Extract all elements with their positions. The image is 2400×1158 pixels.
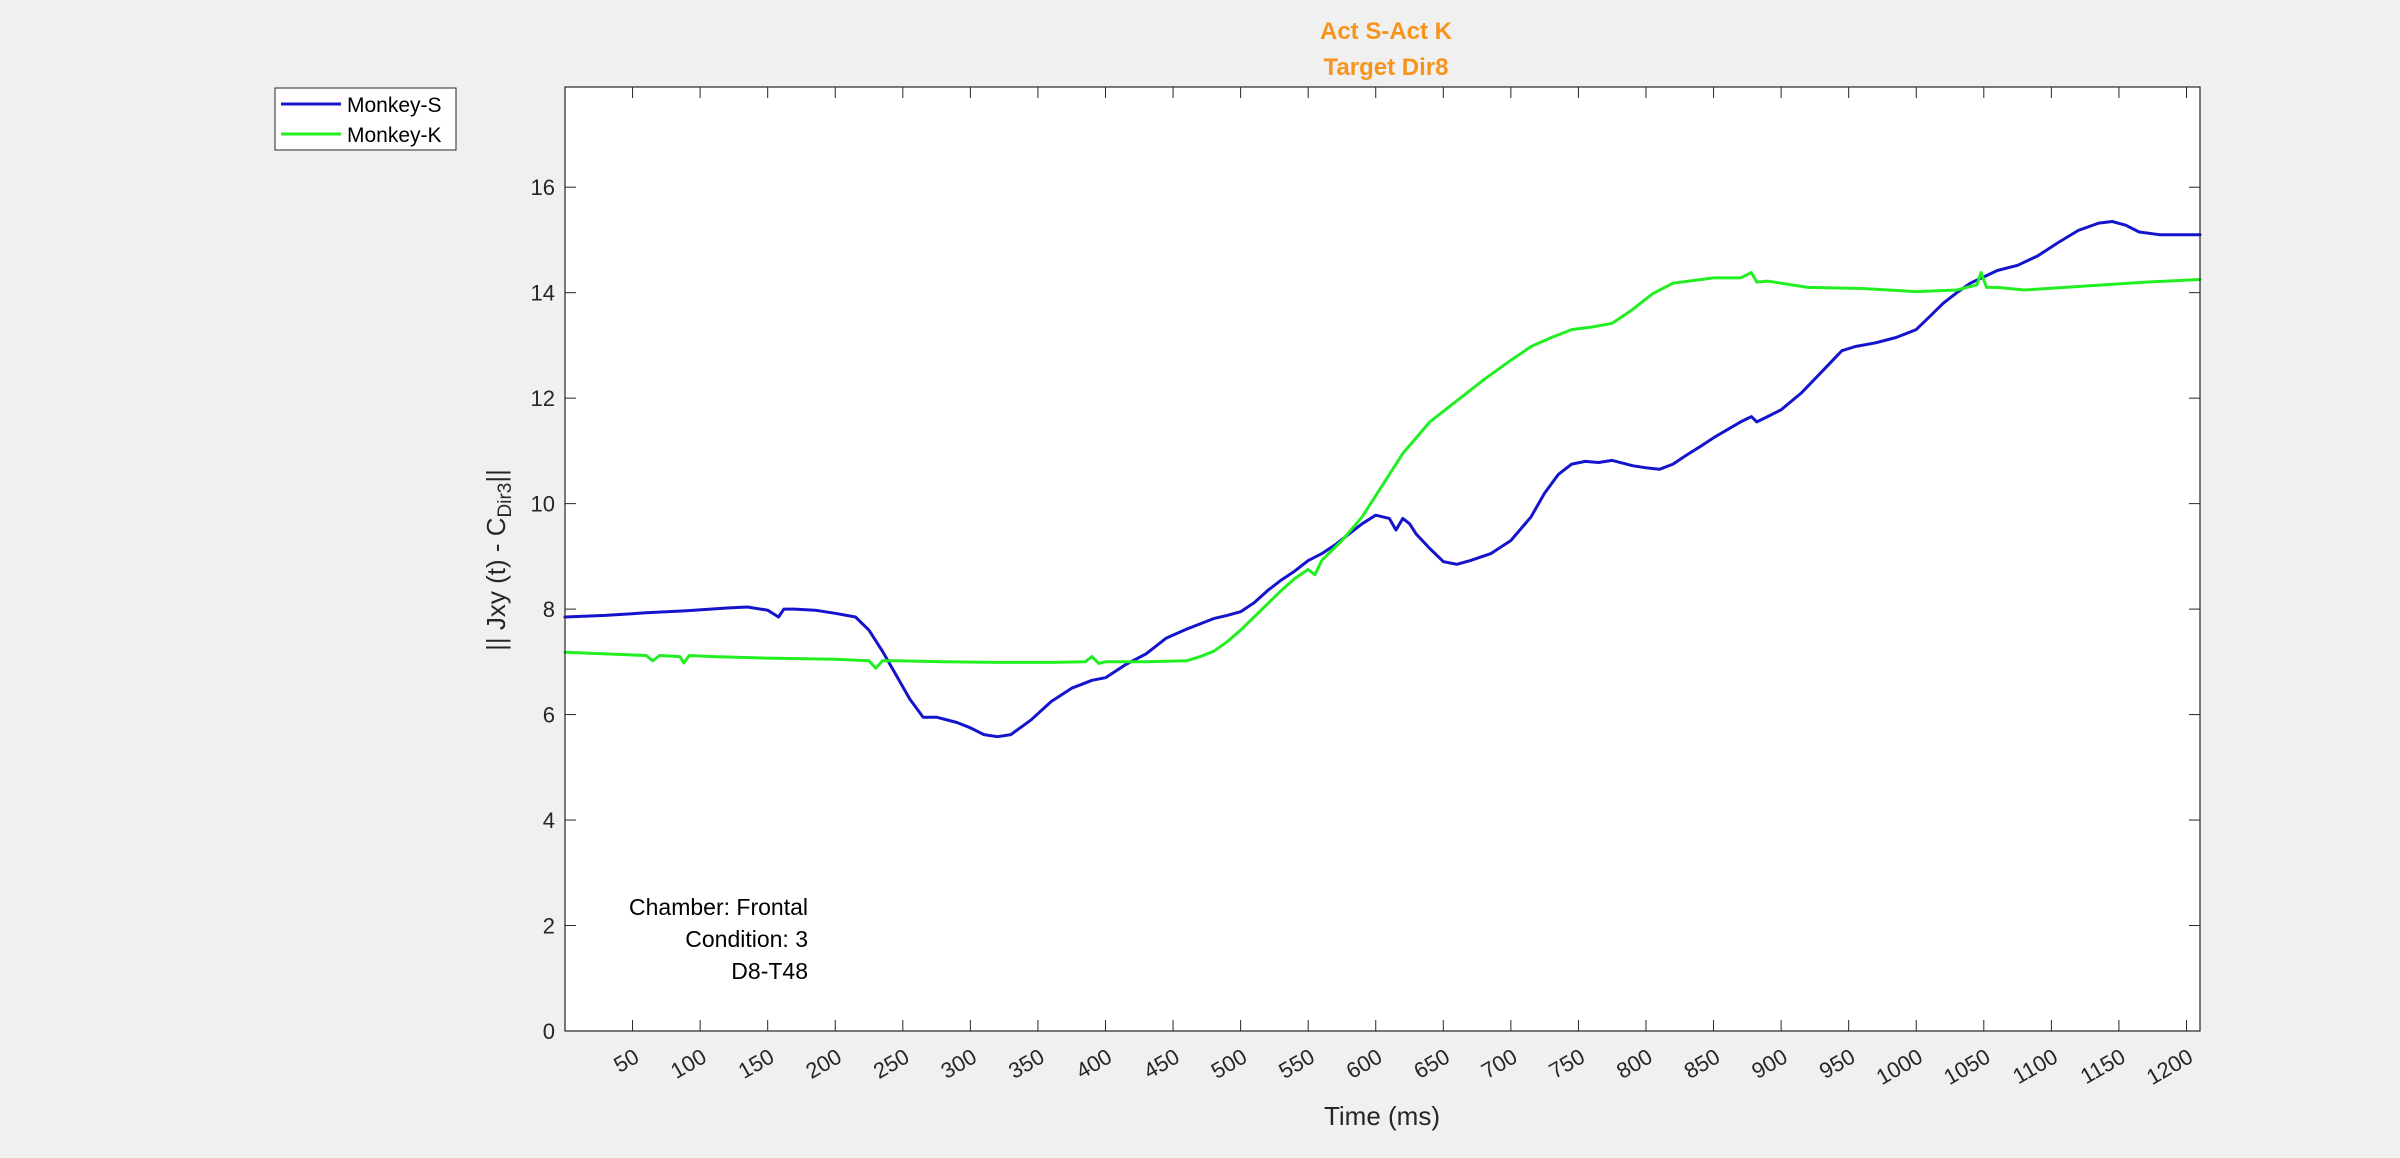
x-tick-label: 850 xyxy=(1680,1044,1724,1084)
annotation-chamber: Chamber: Frontal xyxy=(629,894,808,920)
y-axis-label-suffix: || xyxy=(481,469,511,483)
x-tick-label: 800 xyxy=(1612,1044,1656,1084)
x-tick-label: 100 xyxy=(666,1044,710,1084)
x-tick-label: 150 xyxy=(734,1044,778,1084)
chart-title-line-2: Target Dir8 xyxy=(1324,54,1449,81)
x-tick-label: 250 xyxy=(869,1044,913,1084)
series-line-monkey-s xyxy=(563,220,2202,739)
x-tick-label: 700 xyxy=(1477,1044,1521,1084)
y-axis-label: || Jxy (t) - CDir3|| xyxy=(481,469,516,651)
x-tick-label: 1100 xyxy=(2008,1044,2061,1089)
x-axis-label: Time (ms) xyxy=(1324,1101,1440,1131)
x-tick-label: 200 xyxy=(801,1044,845,1084)
legend: Monkey-S Monkey-K xyxy=(274,87,457,151)
x-tick-label: 500 xyxy=(1207,1044,1251,1084)
y-tick-label: 0 xyxy=(543,1019,555,1044)
x-tick-label: 450 xyxy=(1139,1044,1183,1084)
plot-frame xyxy=(564,86,2201,1032)
y-axis-label-subscript: Dir3 xyxy=(495,483,516,518)
y-tick-label: 16 xyxy=(531,175,555,200)
annotation-trial: D8-T48 xyxy=(731,958,808,984)
legend-label-monkey-k: Monkey-K xyxy=(347,124,442,147)
y-tick-label: 6 xyxy=(543,703,555,728)
y-tick-label: 14 xyxy=(531,281,555,306)
x-tick-label: 50 xyxy=(609,1044,643,1078)
x-tick-label: 600 xyxy=(1342,1044,1386,1084)
x-tick-label: 1000 xyxy=(1872,1044,1927,1090)
plot-area xyxy=(565,87,2200,1031)
y-tick-label: 8 xyxy=(543,597,555,622)
x-tick-label: 1200 xyxy=(2142,1044,2197,1090)
series-layer xyxy=(563,220,2202,739)
series-line-monkey-k xyxy=(563,271,2202,670)
y-tick-label: 10 xyxy=(531,492,555,517)
x-tick-label: 400 xyxy=(1072,1044,1116,1084)
annotation-condition: Condition: 3 xyxy=(685,926,808,952)
x-tick-label: 300 xyxy=(937,1044,981,1084)
x-tick-label: 1050 xyxy=(1939,1044,1994,1090)
chart-title-line-1: Act S-Act K xyxy=(1320,18,1453,45)
y-tick-label: 2 xyxy=(543,914,555,939)
x-tick-label: 750 xyxy=(1545,1044,1589,1084)
x-tick-label: 550 xyxy=(1274,1044,1318,1084)
x-tick-label: 1150 xyxy=(2076,1044,2129,1089)
x-tick-label: 950 xyxy=(1815,1044,1859,1084)
x-tick-label: 650 xyxy=(1410,1044,1454,1084)
legend-box xyxy=(274,87,457,151)
legend-label-monkey-s: Monkey-S xyxy=(347,94,442,117)
y-tick-label: 12 xyxy=(531,386,555,411)
y-axis-label-main: || Jxy (t) - C xyxy=(481,517,511,650)
y-tick-label: 4 xyxy=(543,808,555,833)
x-tick-label: 900 xyxy=(1747,1044,1791,1084)
x-tick-label: 350 xyxy=(1004,1044,1048,1084)
